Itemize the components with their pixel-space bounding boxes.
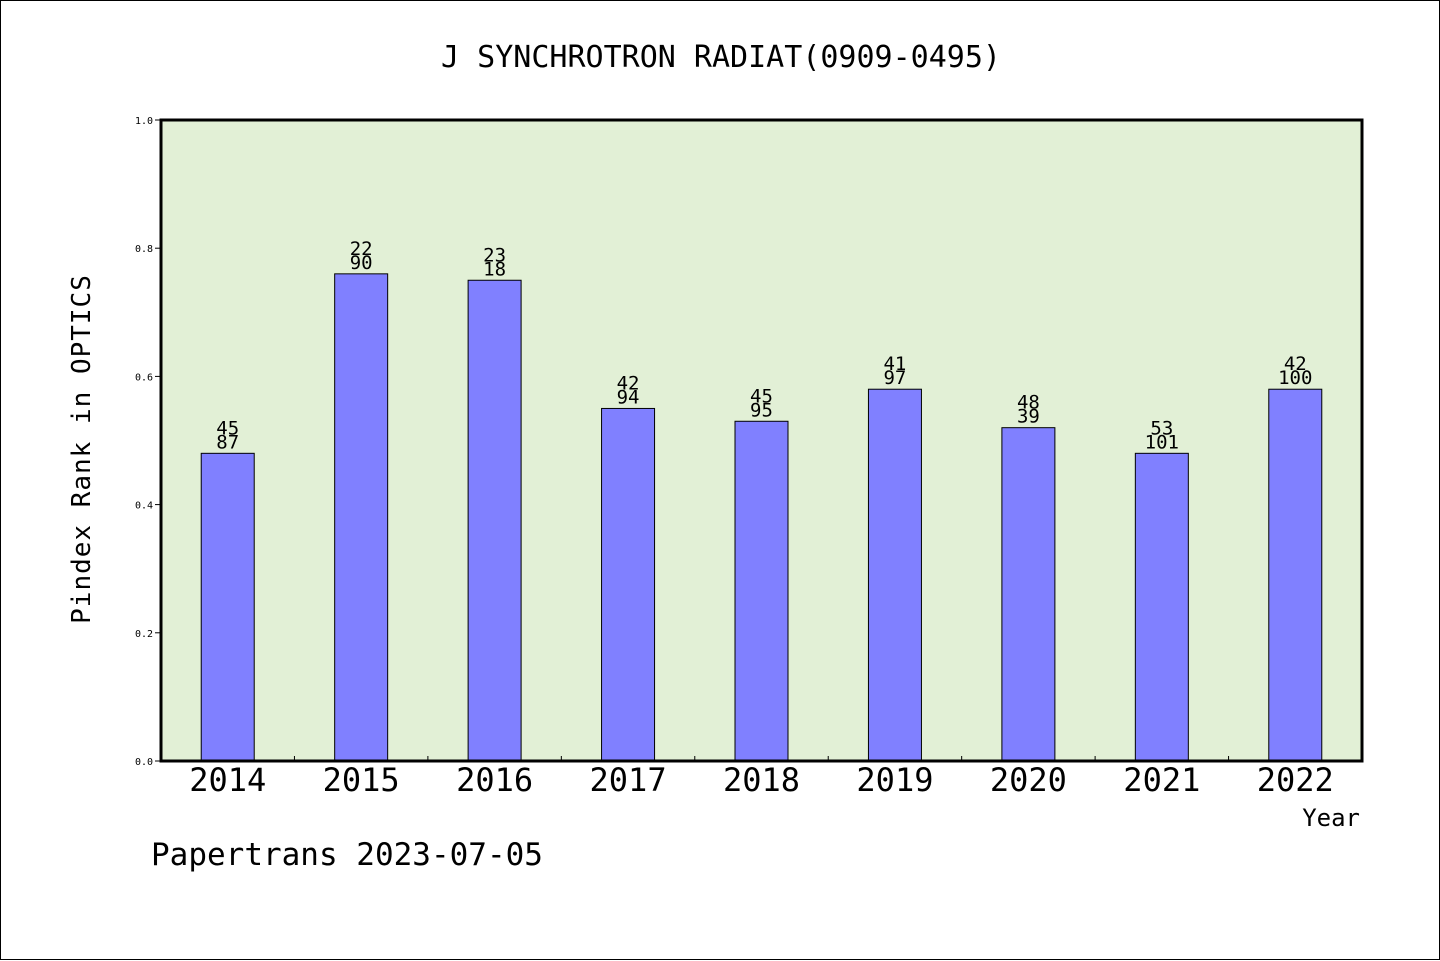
data-label-bottom: 97 <box>883 367 906 389</box>
data-label-top: 45 <box>750 385 773 407</box>
bar-2020 <box>1001 427 1056 762</box>
x-tick-label: 2019 <box>856 761 933 799</box>
x-tick-label: 2022 <box>1257 761 1334 799</box>
data-label-top: 41 <box>883 353 906 375</box>
data-label-top: 48 <box>1017 392 1040 414</box>
data-label-top: 45 <box>216 417 239 439</box>
x-tick-label: 2017 <box>590 761 667 799</box>
bar-2021 <box>1134 452 1189 762</box>
bar-2022 <box>1268 388 1323 762</box>
data-label-bottom: 101 <box>1145 431 1179 453</box>
plot-border <box>159 118 1364 763</box>
bar-2017 <box>601 407 656 762</box>
data-label-bottom: 90 <box>350 252 373 274</box>
y-tick-label: 0.4 <box>135 501 153 512</box>
x-tick-label: 2020 <box>990 761 1067 799</box>
data-label-top: 22 <box>350 238 373 260</box>
bar-2018 <box>734 420 789 762</box>
y-tick-label: 0.8 <box>135 244 153 255</box>
y-tick-label: 0.6 <box>135 372 153 383</box>
footer-text: Papertrans 2023-07-05 <box>151 837 543 873</box>
bar-2015 <box>334 273 389 762</box>
chart-title: J SYNCHROTRON RADIAT(0909-0495) <box>441 40 1001 75</box>
data-label-top: 42 <box>617 372 640 394</box>
data-label-top: 42 <box>1284 353 1307 375</box>
data-label-bottom: 39 <box>1017 406 1040 428</box>
bar-2014 <box>200 452 255 762</box>
bars-group <box>200 273 1323 762</box>
data-label-bottom: 95 <box>750 399 773 421</box>
data-label-top: 53 <box>1150 417 1173 439</box>
x-tick-label: 2016 <box>456 761 533 799</box>
y-axis-label: Pindex Rank in OPTICS <box>67 274 97 624</box>
data-label-bottom: 87 <box>216 431 239 453</box>
x-tick-label: 2015 <box>323 761 400 799</box>
data-label-bottom: 94 <box>617 386 640 408</box>
data-label-bottom: 100 <box>1278 367 1312 389</box>
bar-2019 <box>867 388 922 762</box>
y-tick-label: 0.2 <box>135 629 153 640</box>
y-axis-ticks: 0.0 0.2 0.4 0.6 0.8 1.0 <box>135 116 161 768</box>
y-tick-label: 1.0 <box>135 116 153 127</box>
data-label-top: 23 <box>483 244 506 266</box>
x-axis-ticks: 2014 2015 2016 2017 2018 2019 2020 2021 2022 <box>189 756 1334 799</box>
x-tick-label: 2014 <box>189 761 266 799</box>
x-tick-label: 2021 <box>1123 761 1200 799</box>
x-axis-label: Year <box>1302 804 1360 832</box>
x-tick-label: 2018 <box>723 761 800 799</box>
data-label-bottom: 18 <box>483 258 506 280</box>
y-tick-label: 0.0 <box>135 757 153 768</box>
bar-2016 <box>467 279 522 762</box>
